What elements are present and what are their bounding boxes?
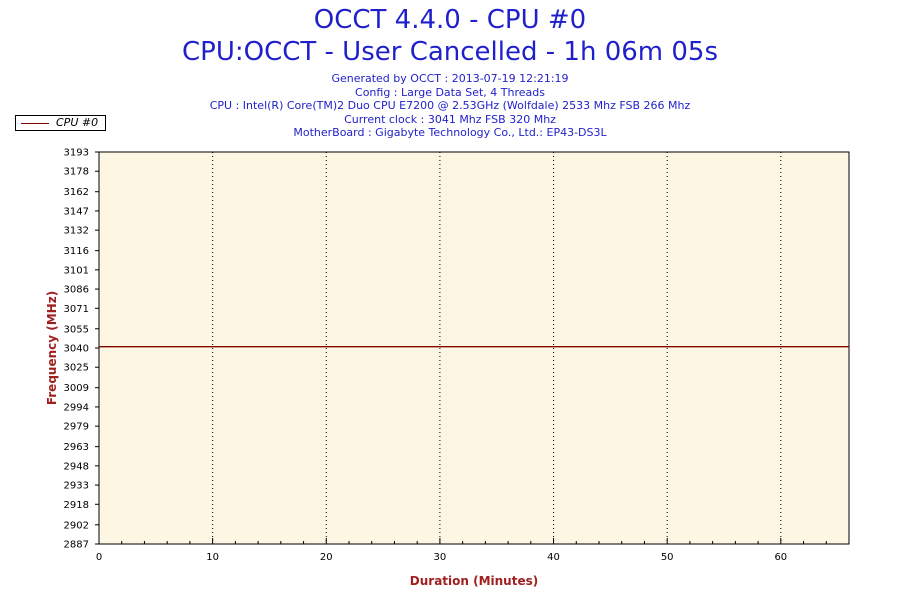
y-tick-label: 2902	[64, 520, 89, 531]
info-motherboard: MotherBoard : Gigabyte Technology Co., L…	[293, 126, 607, 139]
y-tick-label: 2948	[64, 461, 89, 472]
y-tick-label: 3040	[64, 344, 89, 355]
y-tick-label: 3193	[64, 148, 89, 159]
chart-legend: CPU #0	[15, 115, 106, 131]
y-tick-label: 3178	[64, 167, 89, 178]
info-clock: Current clock : 3041 Mhz FSB 320 Mhz	[344, 112, 556, 126]
y-tick-label: 3055	[64, 324, 89, 335]
info-config: Config : Large Data Set, 4 Threads	[355, 85, 545, 99]
y-tick-label: 2994	[64, 402, 89, 413]
y-tick-label: 3025	[64, 363, 89, 374]
chart-title: OCCT 4.4.0 - CPU #0	[313, 5, 587, 35]
chart-subtitle: CPU:OCCT - User Cancelled - 1h 06m 05s	[181, 37, 719, 67]
y-axis-label: Frequency (MHz)	[45, 291, 59, 405]
y-tick-label: 3071	[64, 304, 89, 315]
info-generated: Generated by OCCT : 2013-07-19 12:21:19	[331, 72, 569, 85]
x-tick-label: 40	[547, 552, 560, 563]
y-tick-label: 3086	[64, 285, 89, 296]
y-tick-label: 2963	[64, 442, 89, 453]
chart-header: OCCT 4.4.0 - CPU #0 CPU:OCCT - User Canc…	[0, 4, 900, 140]
legend-swatch	[21, 123, 49, 124]
x-axis-label: Duration (Minutes)	[410, 574, 538, 588]
y-tick-label: 3009	[64, 383, 89, 394]
y-tick-label: 3147	[64, 206, 89, 217]
y-tick-label: 3116	[64, 246, 89, 257]
y-tick-label: 2887	[64, 540, 89, 551]
x-tick-label: 10	[206, 552, 219, 563]
x-tick-label: 0	[96, 552, 102, 563]
x-tick-label: 50	[661, 552, 674, 563]
x-tick-label: 30	[434, 552, 447, 563]
plot-area	[99, 152, 849, 544]
x-tick-label: 20	[320, 552, 333, 563]
y-tick-label: 2979	[64, 422, 89, 433]
y-tick-label: 2918	[64, 500, 89, 511]
y-tick-label: 2933	[64, 481, 89, 492]
y-tick-label: 3162	[64, 187, 89, 198]
x-tick-label: 60	[774, 552, 787, 563]
legend-label: CPU #0	[56, 116, 99, 129]
info-cpu: CPU : Intel(R) Core(TM)2 Duo CPU E7200 @…	[209, 99, 691, 112]
y-tick-label: 3132	[64, 226, 89, 237]
y-tick-label: 3101	[64, 265, 89, 276]
